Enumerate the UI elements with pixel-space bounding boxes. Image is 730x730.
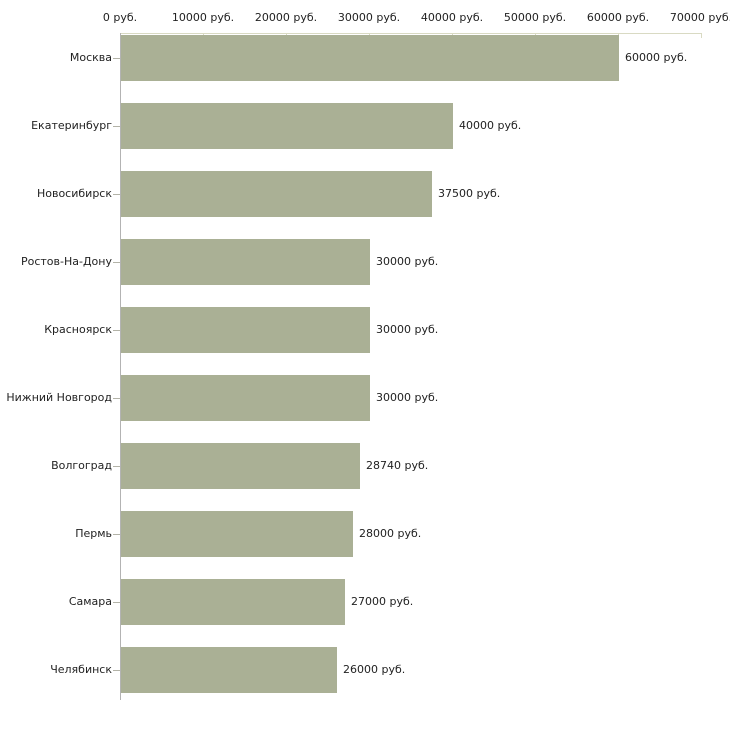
value-label: 60000 руб. xyxy=(625,51,688,64)
value-label: 30000 руб. xyxy=(376,323,439,336)
bar xyxy=(121,511,353,557)
bar xyxy=(121,375,370,421)
category-tick-mark xyxy=(113,194,120,195)
category-label: Красноярск xyxy=(44,323,112,336)
bar xyxy=(121,647,337,693)
bar xyxy=(121,239,370,285)
x-tick-label: 30000 руб. xyxy=(337,11,401,24)
category-tick-mark xyxy=(113,602,120,603)
x-tick-label: 20000 руб. xyxy=(254,11,318,24)
x-tick-label: 40000 руб. xyxy=(420,11,484,24)
x-tick-label: 0 руб. xyxy=(102,11,138,24)
x-tick-label: 60000 руб. xyxy=(586,11,650,24)
category-label: Челябинск xyxy=(50,663,112,676)
category-tick-mark xyxy=(113,262,120,263)
x-tick-label: 70000 руб. xyxy=(669,11,730,24)
x-tick-label: 10000 руб. xyxy=(171,11,235,24)
y-axis-line xyxy=(120,33,121,700)
bar xyxy=(121,307,370,353)
bar xyxy=(121,443,360,489)
value-label: 40000 руб. xyxy=(459,119,522,132)
category-label: Екатеринбург xyxy=(31,119,112,132)
category-tick-mark xyxy=(113,466,120,467)
value-label: 27000 руб. xyxy=(351,595,414,608)
category-label: Волгоград xyxy=(51,459,112,472)
bar xyxy=(121,579,345,625)
category-label: Москва xyxy=(69,51,112,64)
x-axis-line xyxy=(120,33,702,34)
value-label: 28740 руб. xyxy=(366,459,429,472)
category-label: Самара xyxy=(68,595,112,608)
x-tick-label: 50000 руб. xyxy=(503,11,567,24)
category-tick-mark xyxy=(113,398,120,399)
value-label: 26000 руб. xyxy=(343,663,406,676)
category-tick-mark xyxy=(113,126,120,127)
value-label: 30000 руб. xyxy=(376,391,439,404)
bar xyxy=(121,35,619,81)
x-tick-mark xyxy=(701,33,702,38)
bar xyxy=(121,171,432,217)
category-tick-mark xyxy=(113,534,120,535)
value-label: 37500 руб. xyxy=(438,187,501,200)
category-tick-mark xyxy=(113,58,120,59)
value-label: 28000 руб. xyxy=(359,527,422,540)
bar xyxy=(121,103,453,149)
category-label: Пермь xyxy=(75,527,112,540)
category-label: Нижний Новгород xyxy=(6,391,112,404)
category-label: Ростов-На-Дону xyxy=(20,255,112,268)
category-tick-mark xyxy=(113,670,120,671)
category-label: Новосибирск xyxy=(36,187,112,200)
category-tick-mark xyxy=(113,330,120,331)
value-label: 30000 руб. xyxy=(376,255,439,268)
